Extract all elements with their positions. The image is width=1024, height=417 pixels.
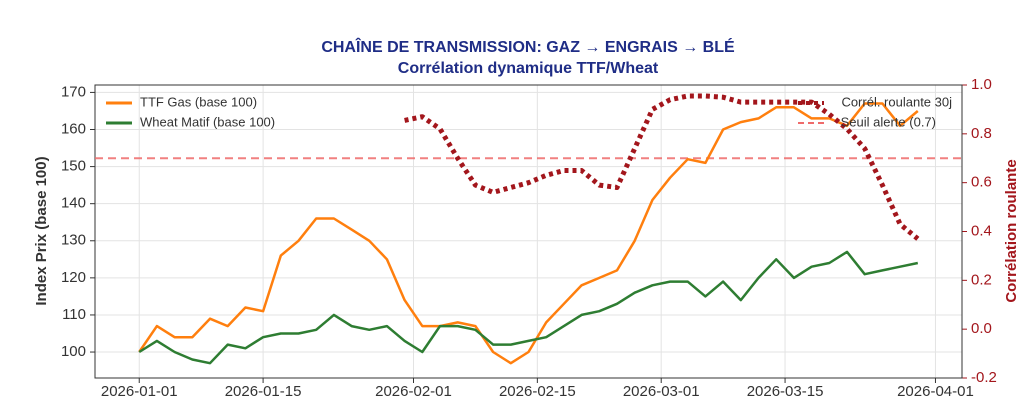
x-tick-label: 2026-01-15 <box>225 383 302 400</box>
y2-tick-label: -0.2 <box>971 369 997 386</box>
y2-axis-label: Corrélation roulante <box>1003 159 1020 302</box>
y-tick-label: 130 <box>61 232 86 249</box>
y-tick-label: 140 <box>61 195 86 212</box>
x-tick-label: 2026-02-15 <box>499 383 576 400</box>
y2-tick-label: 0.2 <box>971 271 992 288</box>
legend-label: Seuil alerte (0.7) <box>841 114 936 129</box>
y2-tick-label: 0.6 <box>971 174 992 191</box>
chart-title: CHAÎNE DE TRANSMISSION: GAZ → ENGRAIS → … <box>321 37 735 56</box>
y2-tick-label: 1.0 <box>971 76 992 93</box>
y-tick-label: 170 <box>61 83 86 100</box>
y-tick-label: 100 <box>61 343 86 360</box>
legend-label: Wheat Matif (base 100) <box>140 114 275 129</box>
y2-tick-label: 0.0 <box>971 320 992 337</box>
x-tick-label: 2026-02-01 <box>375 383 452 400</box>
legend-label: TTF Gas (base 100) <box>140 94 257 109</box>
x-tick-label: 2026-03-15 <box>747 383 824 400</box>
series-line <box>404 93 920 241</box>
y-axis-label: Index Prix (base 100) <box>33 156 50 305</box>
x-tick-label: 2026-03-01 <box>623 383 700 400</box>
y2-tick-label: 0.4 <box>971 222 992 239</box>
chart-subtitle: Corrélation dynamique TTF/Wheat <box>398 60 659 77</box>
y-tick-label: 120 <box>61 269 86 286</box>
y2-tick-label: 0.8 <box>971 125 992 142</box>
y-tick-label: 160 <box>61 120 86 137</box>
series-line <box>138 102 919 365</box>
series-line <box>138 250 919 365</box>
y-tick-label: 110 <box>62 306 86 323</box>
legend-label: Corrél. roulante 30j <box>841 94 952 109</box>
x-tick-label: 2026-04-01 <box>897 383 974 400</box>
x-tick-label: 2026-01-01 <box>101 383 178 400</box>
y-tick-label: 150 <box>61 158 86 175</box>
plot-frame <box>94 84 963 379</box>
